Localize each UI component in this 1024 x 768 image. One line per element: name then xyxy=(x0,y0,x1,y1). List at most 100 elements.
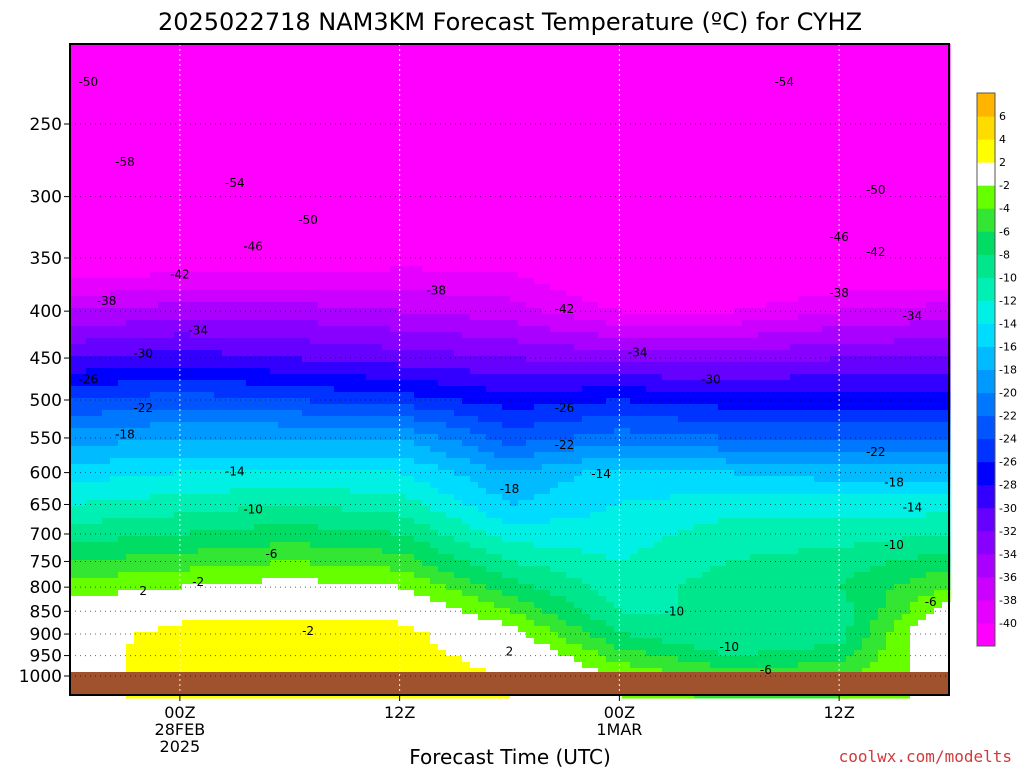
temperature-cell xyxy=(86,374,95,381)
temperature-cell xyxy=(254,530,263,537)
temperature-cell xyxy=(414,122,423,129)
temperature-cell xyxy=(222,344,231,351)
temperature-cell xyxy=(86,458,95,465)
temperature-cell xyxy=(198,224,207,231)
temperature-cell xyxy=(278,422,287,429)
temperature-cell xyxy=(278,44,287,51)
temperature-cell xyxy=(182,560,191,567)
temperature-cell xyxy=(222,482,231,489)
temperature-cell xyxy=(278,608,287,615)
temperature-cell xyxy=(86,530,95,537)
temperature-cell xyxy=(174,128,183,135)
temperature-cell xyxy=(110,86,119,93)
temperature-cell xyxy=(166,98,175,105)
temperature-cell xyxy=(166,614,175,621)
temperature-cell xyxy=(334,74,343,81)
temperature-cell xyxy=(206,56,215,63)
temperature-cell xyxy=(230,350,239,357)
temperature-cell xyxy=(334,170,343,177)
temperature-cell xyxy=(198,284,207,291)
temperature-cell xyxy=(350,116,359,123)
temperature-cell xyxy=(414,542,423,549)
temperature-cell xyxy=(270,128,279,135)
temperature-cell xyxy=(166,140,175,147)
temperature-cell xyxy=(190,230,199,237)
temperature-cell xyxy=(214,524,223,531)
temperature-cell xyxy=(358,248,367,255)
temperature-cell xyxy=(254,410,263,417)
temperature-cell xyxy=(174,512,183,519)
temperature-cell xyxy=(262,146,271,153)
temperature-cell xyxy=(302,218,311,225)
temperature-cell xyxy=(310,644,319,651)
temperature-cell xyxy=(278,374,287,381)
temperature-cell xyxy=(358,536,367,543)
temperature-cell xyxy=(398,416,407,423)
temperature-cell xyxy=(398,254,407,261)
temperature-cell xyxy=(286,86,295,93)
temperature-cell xyxy=(358,518,367,525)
temperature-cell xyxy=(366,86,375,93)
temperature-cell xyxy=(398,200,407,207)
temperature-cell xyxy=(318,440,327,447)
temperature-cell xyxy=(398,146,407,153)
temperature-cell xyxy=(342,452,351,459)
temperature-cell xyxy=(318,56,327,63)
temperature-cell xyxy=(382,122,391,129)
temperature-cell xyxy=(326,416,335,423)
temperature-cell xyxy=(310,548,319,555)
temperature-cell xyxy=(230,338,239,345)
temperature-cell xyxy=(382,530,391,537)
temperature-cell xyxy=(334,602,343,609)
temperature-cell xyxy=(174,518,183,525)
temperature-cell xyxy=(318,524,327,531)
temperature-cell xyxy=(118,146,127,153)
temperature-cell xyxy=(166,128,175,135)
temperature-cell xyxy=(334,284,343,291)
temperature-cell xyxy=(382,80,391,87)
temperature-cell xyxy=(198,80,207,87)
temperature-cell xyxy=(366,512,375,519)
temperature-cell xyxy=(230,140,239,147)
temperature-cell xyxy=(286,440,295,447)
temperature-cell xyxy=(86,422,95,429)
temperature-cell xyxy=(118,224,127,231)
temperature-cell xyxy=(126,194,135,201)
temperature-cell xyxy=(174,98,183,105)
temperature-cell xyxy=(422,572,431,579)
temperature-cell xyxy=(294,644,303,651)
temperature-cell xyxy=(310,380,319,387)
temperature-cell xyxy=(150,608,159,615)
temperature-cell xyxy=(390,428,399,435)
temperature-cell xyxy=(270,284,279,291)
temperature-cell xyxy=(254,62,263,69)
temperature-cell xyxy=(318,50,327,57)
temperature-cell xyxy=(310,314,319,321)
temperature-cell xyxy=(422,80,431,87)
temperature-cell xyxy=(126,620,135,627)
temperature-cell xyxy=(294,524,303,531)
temperature-cell xyxy=(334,374,343,381)
temperature-cell xyxy=(246,542,255,549)
temperature-cell xyxy=(294,68,303,75)
temperature-cell xyxy=(102,536,111,543)
temperature-cell xyxy=(286,422,295,429)
temperature-cell xyxy=(358,308,367,315)
temperature-cell xyxy=(262,248,271,255)
temperature-cell xyxy=(150,584,159,591)
temperature-cell xyxy=(158,350,167,357)
temperature-cell xyxy=(246,602,255,609)
temperature-cell xyxy=(374,338,383,345)
temperature-cell xyxy=(390,188,399,195)
temperature-cell xyxy=(406,350,415,357)
temperature-cell xyxy=(398,308,407,315)
temperature-cell xyxy=(86,476,95,483)
temperature-cell xyxy=(318,296,327,303)
temperature-cell xyxy=(422,326,431,333)
temperature-cell xyxy=(382,464,391,471)
temperature-cell xyxy=(262,230,271,237)
temperature-cell xyxy=(238,626,247,633)
temperature-cell xyxy=(422,374,431,381)
temperature-cell xyxy=(134,344,143,351)
temperature-cell xyxy=(414,524,423,531)
